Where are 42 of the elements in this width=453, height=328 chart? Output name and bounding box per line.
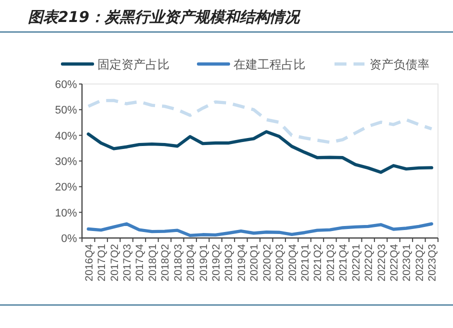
x-tick-label: 2019Q4 bbox=[236, 244, 248, 282]
x-tick-label: 2023Q2 bbox=[414, 244, 426, 282]
x-tick-label: 2020Q1 bbox=[248, 244, 261, 282]
x-tick-label: 2018Q3 bbox=[172, 244, 184, 282]
x-tick-label: 2020Q2 bbox=[261, 244, 274, 282]
line-series bbox=[86, 222, 434, 238]
x-tick-label: 2021Q2 bbox=[312, 244, 324, 282]
x-tick-label: 2020Q3 bbox=[274, 244, 286, 282]
x-tick-label: 2017Q2 bbox=[108, 244, 121, 282]
chart-title: 图表219：炭黑行业资产规模和结构情况 bbox=[28, 8, 302, 26]
legend-label: 资产负债率 bbox=[370, 58, 430, 72]
x-tick-label: 2019Q2 bbox=[210, 244, 222, 282]
y-tick-label: 50% bbox=[54, 104, 78, 117]
x-tick-label: 2022Q2 bbox=[363, 244, 376, 282]
line-series bbox=[86, 130, 434, 174]
x-tick-label: 2023Q1 bbox=[401, 244, 414, 282]
x-tick-label: 2016Q4 bbox=[83, 244, 96, 282]
x-tick-label: 2018Q4 bbox=[185, 244, 198, 282]
x-tick-label: 2017Q1 bbox=[96, 244, 108, 282]
legend-label: 固定资产占比 bbox=[98, 58, 170, 72]
y-tick-label: 20% bbox=[54, 182, 78, 194]
line-series bbox=[86, 98, 434, 144]
legend-label: 在建工程占比 bbox=[234, 58, 306, 72]
x-tick-label: 2021Q4 bbox=[338, 244, 350, 282]
x-tick-label: 2019Q3 bbox=[223, 244, 236, 282]
x-tick-label: 2018Q1 bbox=[146, 244, 159, 282]
y-tick-label: 0% bbox=[61, 233, 78, 245]
x-tick-label: 2020Q4 bbox=[286, 244, 299, 282]
x-tick-label: 2021Q3 bbox=[324, 244, 337, 282]
y-tick-label: 10% bbox=[54, 207, 78, 220]
x-tick-label: 2019Q1 bbox=[198, 244, 210, 282]
x-tick-label: 2017Q4 bbox=[134, 244, 146, 282]
y-tick-label: 60% bbox=[54, 79, 78, 91]
x-tick-label: 2017Q3 bbox=[122, 244, 134, 282]
x-tick-label: 2018Q2 bbox=[160, 244, 172, 282]
x-tick-label: 2021Q1 bbox=[300, 244, 312, 282]
x-tick-label: 2022Q4 bbox=[388, 244, 400, 282]
x-tick-label: 2023Q3 bbox=[426, 244, 439, 282]
x-tick-label: 2022Q1 bbox=[350, 244, 362, 282]
y-tick-label: 30% bbox=[54, 156, 78, 168]
x-tick-label: 2022Q3 bbox=[376, 244, 388, 282]
y-tick-label: 40% bbox=[54, 130, 78, 142]
